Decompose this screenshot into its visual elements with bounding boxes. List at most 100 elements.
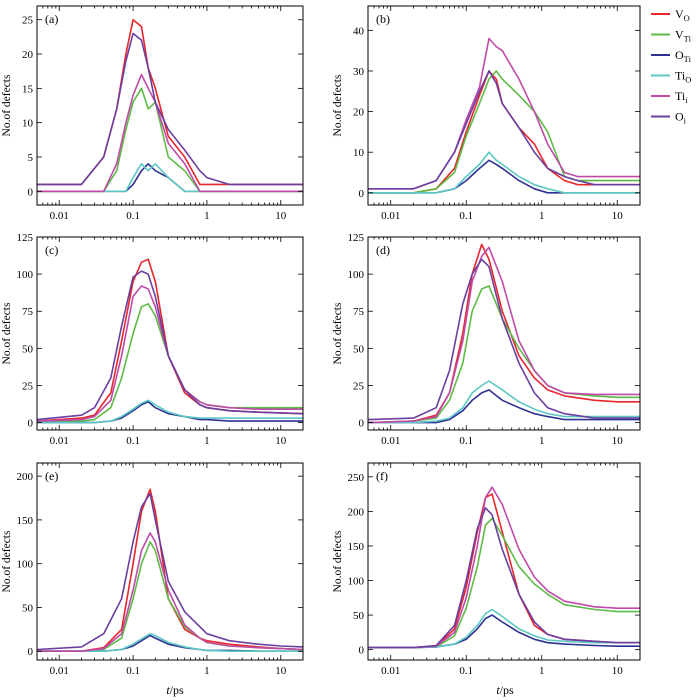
- legend-item: OTi: [651, 48, 692, 64]
- y-tick-label: 25: [22, 380, 34, 392]
- plot-frame: [36, 5, 304, 206]
- panel-label: (c): [45, 243, 58, 257]
- panel-label: (e): [45, 469, 58, 483]
- legend-label-subscript: Ti: [684, 34, 692, 44]
- series-line-v-o: [368, 493, 640, 649]
- legend-label: TiO: [675, 69, 691, 85]
- y-tick-label: 50: [353, 343, 365, 355]
- series-line-v-o: [37, 488, 304, 653]
- y-tick-label: 50: [22, 602, 34, 614]
- legend-item: VTi: [651, 28, 692, 44]
- series-line-v-ti: [37, 540, 304, 653]
- y-axis-title: No.of defects: [1, 302, 13, 364]
- y-tick-label: 0: [28, 418, 34, 430]
- legend-item: Oi: [651, 110, 687, 126]
- y-tick-label: 10: [22, 118, 34, 130]
- series-line-ti-o: [37, 399, 303, 424]
- legend-label: VO: [675, 7, 690, 23]
- series-line-v-ti: [368, 517, 640, 649]
- plot-frame: [36, 236, 304, 431]
- x-tick-label: 0.1: [459, 435, 473, 447]
- x-tick-label: 10: [612, 435, 624, 447]
- x-tick-label: 0.1: [126, 210, 140, 222]
- y-tick-label: 100: [17, 559, 34, 571]
- plot-frame: [367, 5, 641, 206]
- x-tick-label: 0.1: [126, 435, 140, 447]
- x-tick-label: 0.01: [381, 210, 400, 222]
- series-line-o-i: [368, 70, 640, 190]
- y-tick-label: 75: [22, 306, 34, 318]
- series-line-ti-o: [368, 608, 640, 649]
- series-line-ti-o: [37, 163, 303, 193]
- series-line-ti-i: [367, 246, 640, 424]
- series-line-o-ti: [37, 163, 303, 193]
- legend-label-base: Ti: [675, 89, 686, 103]
- y-tick-label: 25: [22, 15, 34, 27]
- x-tick-label: 0.01: [50, 665, 69, 677]
- y-tick-label: 15: [22, 83, 34, 95]
- series-line-ti-o: [37, 632, 303, 653]
- series-line-o-ti: [368, 389, 640, 424]
- series-line-o-i: [367, 258, 640, 421]
- y-tick-label: 0: [359, 418, 365, 430]
- y-axis-title: No.of defects: [332, 74, 344, 136]
- legend-item: VO: [651, 7, 690, 23]
- y-tick-label: 0: [28, 186, 34, 198]
- x-tick-label: 1: [539, 210, 545, 222]
- x-tick-label: 10: [275, 435, 287, 447]
- legend-label-subscript: i: [684, 116, 687, 126]
- legend-label-subscript: O: [685, 75, 691, 85]
- plot-frame: [36, 462, 304, 661]
- series-line-ti-i: [36, 285, 303, 422]
- y-tick-label: 125: [348, 232, 365, 244]
- y-tick-label: 0: [359, 188, 365, 200]
- series-line-ti-i: [37, 532, 304, 653]
- y-tick-label: 200: [348, 506, 365, 518]
- x-axis-title-right: t/ps: [496, 683, 514, 697]
- y-tick-label: 25: [353, 380, 365, 392]
- series-line-v-ti: [368, 70, 640, 194]
- y-tick-label: 30: [353, 66, 365, 78]
- panel-label: (a): [45, 12, 58, 26]
- x-tick-label: 10: [612, 665, 624, 677]
- panel-label: (f): [376, 469, 388, 483]
- x-tick-label: 0.1: [459, 665, 473, 677]
- x-axis-title-left: t/ps: [166, 683, 184, 697]
- legend-item: TiO: [651, 69, 691, 85]
- y-tick-label: 100: [348, 269, 365, 281]
- y-tick-label: 0: [359, 645, 365, 657]
- x-tick-label: 0.1: [459, 210, 473, 222]
- y-axis-title: No.of defects: [1, 74, 13, 136]
- chart-panel: 0.01 0.1 1 10 0 5 10 15 20 25 (a) No.of defects: [1, 5, 304, 222]
- series-line-v-ti: [367, 285, 640, 424]
- x-tick-label: 10: [275, 665, 287, 677]
- x-tick-label: 1: [204, 665, 210, 677]
- panel-label: (d): [376, 243, 390, 257]
- plot-frame: [367, 462, 641, 661]
- series-line-ti-i: [37, 73, 303, 193]
- panel-label: (b): [376, 12, 390, 26]
- legend-label-subscript: Ti: [684, 54, 692, 64]
- y-tick-label: 50: [22, 343, 34, 355]
- y-tick-label: 200: [17, 471, 34, 483]
- x-tick-label: 0.01: [381, 435, 400, 447]
- x-tick-label: 1: [204, 435, 210, 447]
- plot-frame: [367, 236, 641, 431]
- x-tick-label: 0.01: [50, 210, 69, 222]
- y-tick-label: 75: [353, 306, 365, 318]
- x-tick-label: 0.1: [126, 665, 140, 677]
- series-line-v-o: [368, 70, 640, 194]
- y-tick-label: 100: [17, 269, 34, 281]
- series-line-o-i: [36, 492, 304, 651]
- legend-label-base: V: [675, 7, 684, 21]
- series-line-o-i: [37, 32, 303, 186]
- x-tick-label: 0.01: [381, 665, 400, 677]
- legend-label: Oi: [675, 110, 687, 126]
- x-tick-label: 1: [539, 665, 545, 677]
